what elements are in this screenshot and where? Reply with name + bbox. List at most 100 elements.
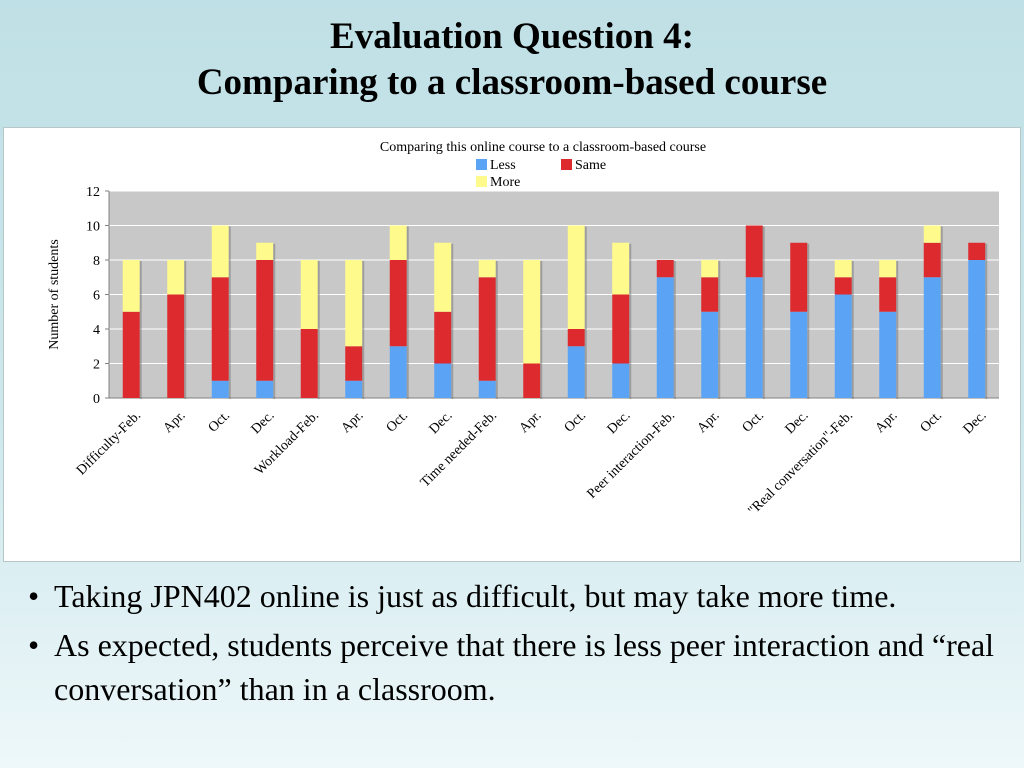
x-tick-label: Dec.: [249, 408, 278, 437]
bar-shadow: [584, 330, 587, 348]
x-tick-label: Dec.: [605, 408, 634, 437]
chart-panel: Comparing this online course to a classr…: [3, 127, 1021, 562]
bar-same: [701, 277, 719, 312]
bar-shadow: [985, 261, 988, 399]
x-tick-label: Oct.: [918, 408, 945, 435]
bar-more: [701, 260, 719, 278]
bar-less: [879, 311, 897, 398]
bar-more: [300, 260, 318, 329]
bullet-item: • Taking JPN402 online is just as diffic…: [28, 574, 1018, 618]
bar-less: [834, 294, 852, 398]
x-tick-label: Peer interaction-Feb.: [584, 408, 678, 502]
bullet-text: As expected, students perceive that ther…: [54, 627, 995, 707]
bar-shadow: [317, 330, 320, 399]
bar-shadow: [540, 364, 543, 399]
bar-same: [656, 260, 674, 278]
bullet-dot: •: [28, 627, 40, 663]
bar-same: [834, 277, 852, 295]
bar-more: [478, 260, 496, 278]
bar-same: [211, 277, 229, 381]
bar-shadow: [940, 226, 943, 244]
bar-shadow: [451, 364, 454, 399]
bar-shadow: [807, 312, 810, 399]
bar-less: [745, 277, 763, 398]
bar-shadow: [273, 261, 276, 382]
slide-title-line-1: Evaluation Question 4:: [330, 16, 694, 57]
bar-same: [968, 242, 986, 260]
bar-shadow: [940, 278, 943, 399]
bar-less: [790, 311, 808, 398]
bar-same: [434, 311, 452, 364]
x-tick-label: Difficulty-Feb.: [74, 408, 144, 478]
bar-shadow: [317, 261, 320, 330]
bar-less: [345, 380, 363, 398]
bar-shadow: [896, 261, 899, 279]
bar-same: [345, 346, 363, 381]
bar-shadow: [629, 295, 632, 365]
bar-shadow: [673, 261, 676, 279]
bar-same: [745, 225, 763, 278]
bar-same: [256, 260, 274, 381]
bar-shadow: [540, 261, 543, 365]
bar-shadow: [584, 226, 587, 330]
slide-title: Evaluation Question 4: Comparing to a cl…: [0, 14, 1024, 106]
bar-shadow: [184, 261, 187, 296]
bar-less: [567, 346, 585, 398]
bar-same: [523, 363, 541, 398]
bar-shadow: [495, 261, 498, 279]
bar-shadow: [718, 312, 721, 399]
bar-shadow: [406, 226, 409, 261]
bar-shadow: [718, 261, 721, 279]
bar-less: [478, 380, 496, 398]
x-tick-label: Oct.: [206, 408, 233, 435]
bar-same: [567, 329, 585, 347]
bar-same: [612, 294, 630, 364]
bar-more: [211, 225, 229, 278]
bar-more: [923, 225, 941, 243]
bar-same: [167, 294, 185, 398]
bar-less: [612, 363, 630, 398]
bar-shadow: [718, 278, 721, 313]
bar-shadow: [896, 312, 899, 399]
bar-shadow: [228, 226, 231, 279]
bar-same: [122, 311, 140, 398]
legend-label-less: Less: [490, 158, 516, 173]
bullet-dot: •: [28, 578, 40, 614]
bar-less: [923, 277, 941, 398]
bar-shadow: [362, 381, 365, 399]
bar-more: [523, 260, 541, 364]
bar-shadow: [406, 261, 409, 348]
bar-less: [256, 380, 274, 398]
x-tick-label: Apr.: [161, 408, 189, 436]
bar-shadow: [807, 243, 810, 313]
bar-shadow: [362, 347, 365, 382]
y-tick-label: 10: [86, 220, 100, 235]
bar-shadow: [184, 295, 187, 399]
bar-shadow: [629, 243, 632, 296]
bar-shadow: [228, 278, 231, 382]
bar-shadow: [584, 347, 587, 399]
legend-label-same: Same: [575, 158, 606, 173]
bar-shadow: [985, 243, 988, 261]
legend-swatch-less: [476, 159, 487, 170]
bar-shadow: [851, 261, 854, 279]
x-tick-label: Oct.: [562, 408, 589, 435]
bar-shadow: [406, 347, 409, 399]
bar-shadow: [228, 381, 231, 399]
bar-more: [567, 225, 585, 329]
x-tick-label: Dec.: [783, 408, 812, 437]
bar-same: [923, 242, 941, 278]
x-tick-label: Time needed-Feb.: [418, 408, 500, 490]
legend-swatch-same: [561, 159, 572, 170]
bar-more: [256, 242, 274, 260]
bar-shadow: [273, 243, 276, 261]
y-tick-label: 2: [93, 358, 100, 373]
x-tick-label: Apr.: [695, 408, 723, 436]
bar-less: [701, 311, 719, 398]
bar-less: [434, 363, 452, 398]
legend-label-more: More: [490, 175, 520, 190]
bar-shadow: [762, 226, 765, 279]
bar-less: [656, 277, 674, 398]
x-tick-label: Dec.: [427, 408, 456, 437]
bar-more: [434, 242, 452, 312]
